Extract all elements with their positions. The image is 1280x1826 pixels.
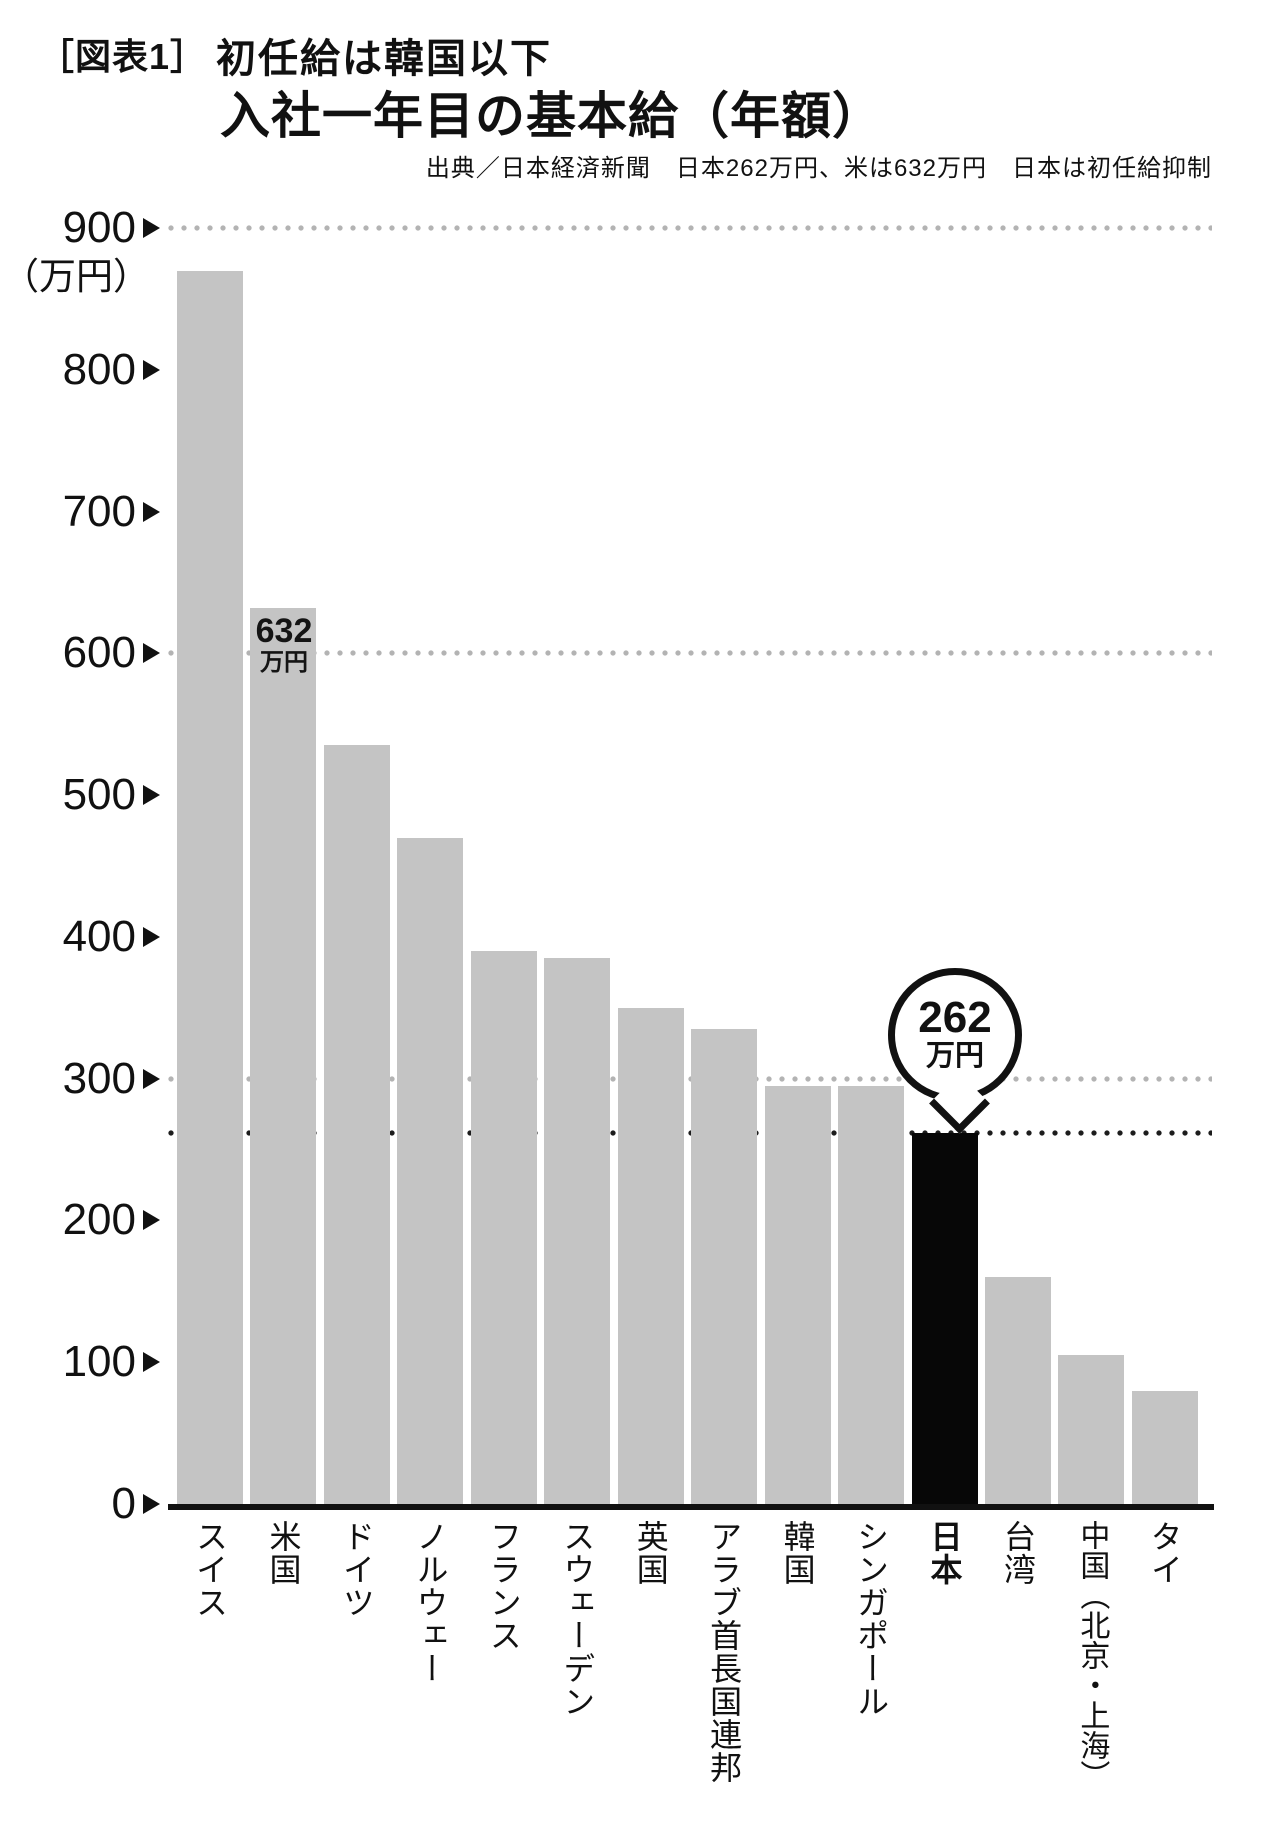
us-value-unit: 万円 [260, 648, 308, 676]
y-axis-tick: 800 [0, 344, 160, 396]
bar [177, 270, 243, 1504]
x-axis-label-text: ドイツ [338, 1520, 375, 1619]
x-axis-label-text: スウェーデン [559, 1520, 596, 1718]
x-axis-label-text: シンガポール [853, 1520, 890, 1718]
x-axis-label-text: タイ [1146, 1520, 1183, 1586]
bar [1058, 1355, 1125, 1504]
bar [397, 837, 464, 1504]
tick-arrow-icon [143, 501, 160, 522]
japan-value-unit: 万円 [925, 1040, 984, 1073]
tick-arrow-icon [143, 785, 160, 806]
x-axis-label-text: 韓国 [779, 1520, 816, 1586]
x-axis-label: スイス [188, 1520, 232, 1619]
tick-arrow-icon [143, 1494, 160, 1514]
figure-tag: ［図表1］ [38, 36, 208, 77]
x-axis-label-text: 英国 [632, 1520, 669, 1586]
x-axis-label: 日本 [923, 1520, 967, 1586]
y-tick-label: 500 [62, 770, 136, 820]
x-axis-label: スウェーデン [555, 1520, 599, 1718]
dotted-gridline [168, 1075, 1212, 1082]
x-axis-label: タイ [1143, 1520, 1187, 1586]
y-axis-tick: 200 [0, 1194, 160, 1246]
y-tick-label: 700 [62, 486, 136, 536]
tick-arrow-icon [143, 926, 160, 947]
bar [323, 745, 390, 1504]
x-axis-line [168, 1504, 1214, 1510]
bar [250, 607, 317, 1504]
tick-arrow-icon [143, 1210, 160, 1231]
y-axis-tick: 700 [0, 486, 160, 538]
us-value-label: 632 万円 [250, 612, 318, 676]
tick-arrow-icon [143, 359, 160, 380]
y-axis-tick: 0 [0, 1478, 160, 1530]
x-axis-label-text: フランス [485, 1520, 522, 1652]
y-axis-unit-label: （万円） [2, 256, 150, 297]
y-axis-tick: 500 [0, 769, 160, 821]
japan-value-balloon: 262 万円 [888, 968, 1022, 1102]
x-axis-label: 中国（北京・上海） [1069, 1520, 1113, 1790]
tick-arrow-icon [143, 643, 160, 664]
figure-headline: 初任給は韓国以下 [216, 37, 552, 81]
y-axis-tick: 400 [0, 911, 160, 963]
bar [1131, 1390, 1198, 1504]
chart-title: 入社一年目の基本給（年額） [220, 88, 883, 144]
tick-arrow-icon [143, 1352, 160, 1373]
x-axis-label: ドイツ [335, 1520, 379, 1619]
bar [544, 958, 611, 1504]
x-axis-label-text: 台湾 [999, 1520, 1036, 1586]
x-axis-label-text: 日本 [926, 1520, 963, 1586]
us-value: 632 [255, 612, 313, 650]
tick-arrow-icon [143, 1068, 160, 1089]
bar [691, 1029, 758, 1504]
y-tick-label: 900 [62, 203, 136, 252]
y-axis-tick: 600 [0, 627, 160, 679]
x-axis-label-text: スイス [192, 1520, 228, 1619]
x-axis-label-text: ノルウェー [412, 1520, 449, 1685]
bar [838, 1085, 905, 1504]
dotted-gridline [168, 650, 1212, 657]
x-axis-label-text: 米国 [265, 1520, 302, 1586]
y-axis-tick: 900 [0, 202, 160, 254]
x-axis-label: 米国 [261, 1520, 305, 1586]
y-tick-label: 0 [111, 1479, 136, 1528]
bar [470, 951, 537, 1504]
dotted-gridline [168, 225, 1212, 231]
y-tick-label: 200 [62, 1195, 136, 1245]
bar [764, 1085, 831, 1504]
x-axis-label-text: 中国（北京・上海） [1075, 1520, 1109, 1790]
y-tick-label: 800 [62, 344, 136, 394]
y-tick-label: 600 [62, 628, 136, 678]
x-axis-label: フランス [482, 1520, 526, 1652]
y-tick-label: 100 [62, 1337, 136, 1387]
x-axis-label: ノルウェー [408, 1520, 452, 1685]
x-axis-label-text: アラブ首長国連邦 [706, 1520, 743, 1784]
y-axis-tick: 300 [0, 1053, 160, 1105]
x-axis-label: アラブ首長国連邦 [702, 1520, 746, 1784]
y-axis-tick: 100 [0, 1336, 160, 1388]
source-note: 出典／日本経済新聞 日本262万円、米は632万円 日本は初任給抑制 [425, 155, 1212, 182]
bar [984, 1277, 1051, 1504]
y-tick-label: 400 [62, 911, 136, 961]
tick-arrow-icon [143, 218, 160, 238]
x-axis-label: シンガポール [849, 1520, 893, 1718]
x-axis-label: 英国 [629, 1520, 673, 1586]
bar [617, 1007, 684, 1504]
x-axis-label: 韓国 [776, 1520, 820, 1586]
reference-dotted-line [168, 1129, 1212, 1136]
bar [911, 1132, 978, 1504]
y-tick-label: 300 [62, 1053, 136, 1103]
x-axis-label: 台湾 [996, 1520, 1040, 1586]
japan-value: 262 [918, 993, 992, 1043]
